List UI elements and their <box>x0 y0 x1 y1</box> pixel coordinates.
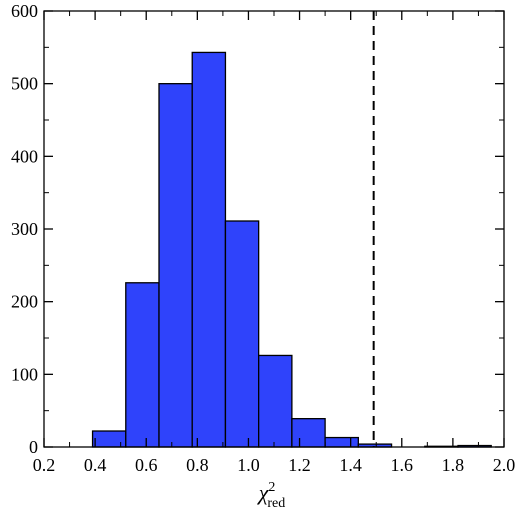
x-tick-label-9: 2.0 <box>493 455 516 475</box>
x-tick-label-1: 0.4 <box>84 455 107 475</box>
x-tick-label-4: 1.0 <box>237 455 260 475</box>
y-tick-label-4: 400 <box>11 146 38 166</box>
histogram-bar-3 <box>191 51 227 448</box>
histogram-bar-4 <box>224 220 260 448</box>
histogram-bars <box>91 51 492 448</box>
x-tick-labels: 0.2 0.4 0.6 0.8 1.0 1.2 1.4 1.6 1.8 2.0 <box>33 455 516 475</box>
x-tick-label-8: 1.8 <box>442 455 465 475</box>
x-tick-label-5: 1.2 <box>288 455 311 475</box>
x-axis-label: χ2 red <box>257 480 286 511</box>
x-tick-label-6: 1.4 <box>339 455 362 475</box>
histogram-bar-6 <box>291 418 326 448</box>
plot-frame <box>43 10 505 448</box>
y-tick-label-1: 100 <box>11 364 38 384</box>
x-tick-label-2: 0.6 <box>135 455 158 475</box>
y-tick-labels: 0 100 200 300 400 500 600 <box>11 1 38 457</box>
x-tick-label-0: 0.2 <box>33 455 56 475</box>
y-tick-label-0: 0 <box>29 437 38 457</box>
histogram-bar-2 <box>158 83 193 448</box>
x-axis-label-base: χ <box>257 480 270 505</box>
histogram-bar-7 <box>324 436 359 448</box>
x-tick-label-7: 1.6 <box>391 455 414 475</box>
x-tick-label-3: 0.8 <box>186 455 209 475</box>
y-tick-label-6: 600 <box>11 1 38 21</box>
histogram-bar-1 <box>125 282 160 448</box>
x-axis-label-subscript: red <box>267 496 285 511</box>
histogram-bar-5 <box>258 354 293 448</box>
y-tick-label-5: 500 <box>11 74 38 94</box>
y-tick-label-3: 300 <box>11 219 38 239</box>
y-tick-label-2: 200 <box>11 292 38 312</box>
x-axis-label-superscript: 2 <box>268 480 275 495</box>
